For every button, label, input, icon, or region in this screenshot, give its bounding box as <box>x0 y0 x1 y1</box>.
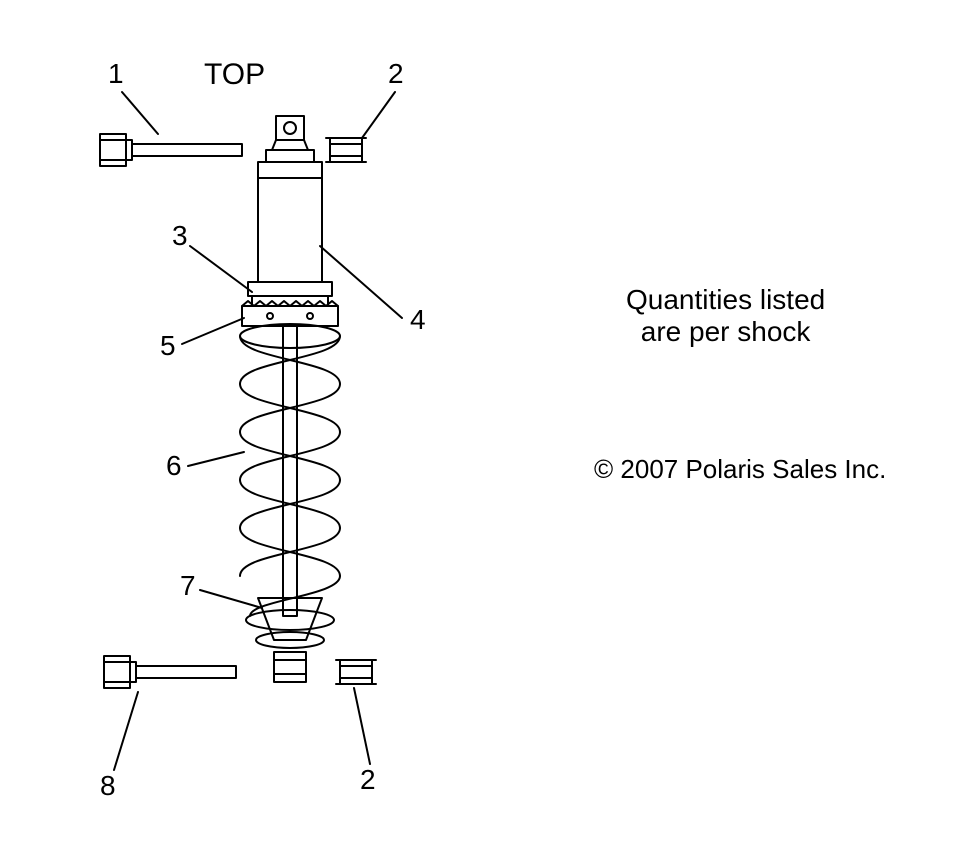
note-line1: Quantities listed <box>626 284 825 315</box>
part-coil-spring <box>240 324 340 630</box>
part-shock-rod <box>283 326 297 616</box>
part-shock-body <box>258 150 322 282</box>
callout-2-bottom: 2 <box>360 766 376 794</box>
part-preload-adjuster <box>242 301 338 326</box>
part-lower-nut <box>336 660 376 684</box>
part-lower-bolt <box>104 656 236 688</box>
callout-2-top: 2 <box>388 60 404 88</box>
callout-4: 4 <box>410 306 426 334</box>
copyright-symbol: © <box>594 454 613 484</box>
top-label: TOP <box>204 60 265 90</box>
callout-7: 7 <box>180 572 196 600</box>
callout-3: 3 <box>172 222 188 250</box>
callout-1: 1 <box>108 60 124 88</box>
part-top-bolt <box>100 134 242 166</box>
callout-5: 5 <box>160 332 176 360</box>
callout-8: 8 <box>100 772 116 800</box>
copyright-text: 2007 Polaris Sales Inc. <box>613 454 886 484</box>
copyright-line: © 2007 Polaris Sales Inc. <box>594 454 886 485</box>
part-lower-eye <box>274 652 306 682</box>
callout-6: 6 <box>166 452 182 480</box>
note-line2: are per shock <box>641 316 811 347</box>
part-upper-eye <box>272 116 308 150</box>
shock-diagram-svg <box>0 0 966 856</box>
part-top-nut <box>326 138 366 162</box>
diagram-canvas: 1 TOP 2 3 4 5 6 7 8 2 Quantities listed … <box>0 0 966 856</box>
quantities-note: Quantities listed are per shock <box>626 284 825 348</box>
